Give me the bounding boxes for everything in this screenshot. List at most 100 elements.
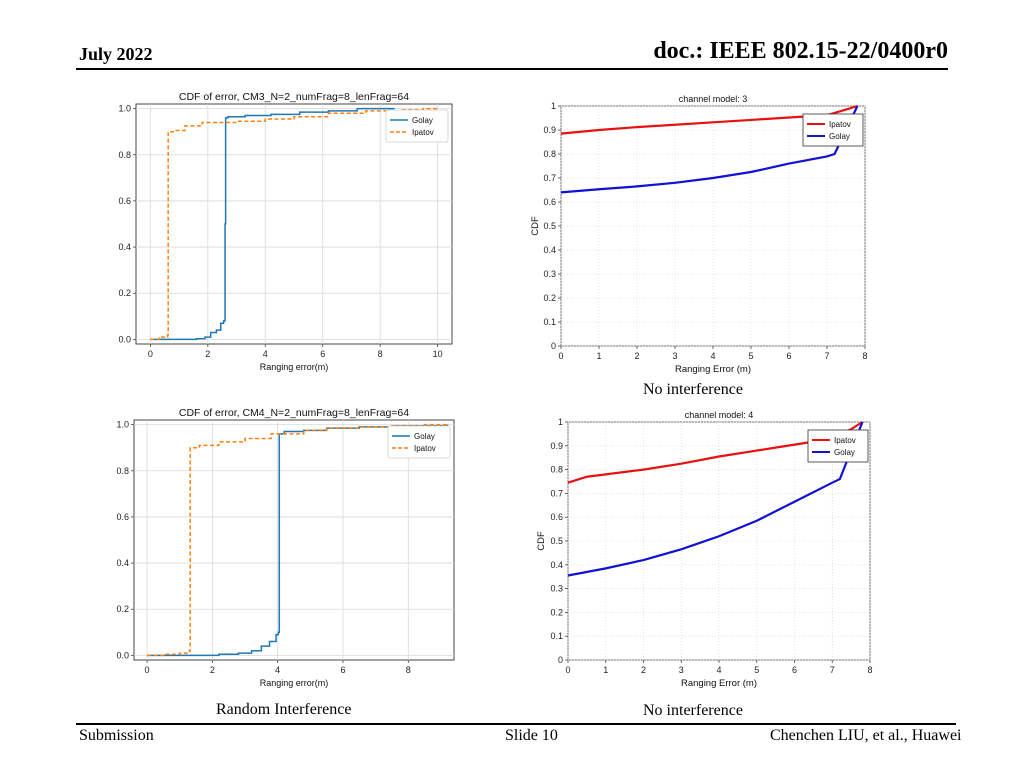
footer-rule bbox=[76, 723, 956, 725]
y-tick-label: 0.8 bbox=[116, 466, 129, 476]
x-tick-label: 1 bbox=[603, 665, 608, 675]
y-tick-label: 0.4 bbox=[550, 560, 563, 570]
y-tick-label: 0.6 bbox=[543, 197, 556, 207]
y-tick-label: 0.7 bbox=[543, 173, 556, 183]
chart-title: channel model: 4 bbox=[685, 410, 754, 420]
y-axis-label: CDF bbox=[536, 531, 547, 551]
caption-top-right: No interference bbox=[643, 381, 743, 398]
series-line-ipatov bbox=[560, 104, 858, 135]
x-tick-label: 2 bbox=[634, 351, 639, 361]
x-tick-label: 0 bbox=[148, 349, 153, 359]
x-tick-label: 7 bbox=[830, 665, 835, 675]
x-tick-label: 6 bbox=[340, 665, 345, 675]
chart-title: channel model: 3 bbox=[679, 94, 748, 104]
x-tick-label: 8 bbox=[378, 349, 383, 359]
y-tick-label: 1 bbox=[558, 417, 563, 427]
x-tick-label: 6 bbox=[786, 351, 791, 361]
y-tick-label: 1.0 bbox=[116, 420, 129, 430]
x-tick-label: 10 bbox=[433, 349, 443, 359]
series-line-golay bbox=[150, 107, 395, 341]
y-tick-label: 0.8 bbox=[118, 150, 131, 160]
legend-label: Golay bbox=[829, 132, 850, 141]
y-axis-label: CDF bbox=[530, 216, 541, 236]
x-tick-label: 6 bbox=[320, 349, 325, 359]
header-date: July 2022 bbox=[79, 44, 153, 64]
y-tick-label: 0 bbox=[551, 341, 556, 351]
x-tick-label: 2 bbox=[205, 349, 210, 359]
y-tick-label: 0.3 bbox=[550, 584, 563, 594]
y-tick-label: 0.8 bbox=[550, 465, 563, 475]
x-tick-label: 2 bbox=[641, 665, 646, 675]
caption-bottom-left: Random Interference bbox=[216, 701, 352, 718]
plot-area bbox=[133, 419, 455, 661]
y-tick-label: 0.9 bbox=[543, 125, 556, 135]
y-tick-label: 1.0 bbox=[118, 104, 131, 114]
chart-svg: 0 1 2 3 4 5 6 7 8 0 0.1 0.2 0.3 0.4 0.5 0.6 0.7 0.8 0.9 1 ch… bbox=[536, 410, 873, 689]
header-doc-number: doc.: IEEE 802.15-22/0400r0 bbox=[653, 38, 948, 64]
x-tick-label: 4 bbox=[716, 665, 721, 675]
y-tick-label: 0.5 bbox=[543, 221, 556, 231]
y-tick-label: 0.9 bbox=[550, 441, 563, 451]
legend-box bbox=[802, 113, 864, 147]
legend-box bbox=[385, 109, 449, 143]
chart-cm4-python: 0 2 4 6 8 0.0 0.2 0.4 0.6 0.8 1.0 CDF of error, CM4… bbox=[98, 400, 460, 692]
x-tick-label: 3 bbox=[679, 665, 684, 675]
y-tick-label: 0.2 bbox=[116, 604, 129, 614]
footer-submission: Submission bbox=[79, 727, 154, 744]
y-tick-label: 0.1 bbox=[550, 631, 563, 641]
x-tick-label: 5 bbox=[754, 665, 759, 675]
x-tick-label: 4 bbox=[263, 349, 268, 359]
x-tick-label: 7 bbox=[824, 351, 829, 361]
x-tick-label: 8 bbox=[867, 665, 872, 675]
legend-label: Golay bbox=[414, 432, 435, 441]
y-tick-label: 0.6 bbox=[118, 196, 131, 206]
series-line-ipatov bbox=[147, 423, 448, 657]
y-tick-label: 0.0 bbox=[116, 650, 129, 660]
chart-cm3-matlab: 0 1 2 3 4 5 6 7 8 0 0.1 0.2 0.3 0.4 0.5 0.6 0.7 0.8 0.9 1 ch… bbox=[526, 88, 872, 378]
legend-label: Ipatov bbox=[412, 128, 434, 137]
chart-svg: 0 2 4 6 8 10 0.0 0.2 0.4 0.6 0.8 1.0 CDF of error, C… bbox=[118, 91, 453, 372]
y-tick-label: 0.2 bbox=[550, 607, 563, 617]
y-tick-label: 0.0 bbox=[118, 334, 131, 344]
x-axis-label: Ranging error(m) bbox=[260, 678, 329, 688]
chart-title: CDF of error, CM3_N=2_numFrag=8_lenFrag=… bbox=[179, 91, 409, 103]
legend-label: Golay bbox=[412, 116, 433, 125]
chart-title: CDF of error, CM4_N=2_numFrag=8_lenFrag=… bbox=[179, 407, 409, 419]
x-tick-label: 1 bbox=[596, 351, 601, 361]
caption-bottom-right: No interference bbox=[643, 702, 743, 719]
y-tick-label: 0.3 bbox=[543, 269, 556, 279]
x-tick-label: 0 bbox=[145, 665, 150, 675]
x-axis-label: Ranging error(m) bbox=[260, 362, 329, 372]
x-tick-label: 4 bbox=[275, 665, 280, 675]
y-tick-label: 0 bbox=[558, 655, 563, 665]
series-line-ipatov bbox=[150, 107, 438, 341]
x-axis-label: Ranging Error (m) bbox=[681, 678, 757, 689]
x-tick-label: 0 bbox=[558, 351, 563, 361]
legend-label: Ipatov bbox=[834, 436, 856, 445]
x-tick-label: 5 bbox=[748, 351, 753, 361]
series-line-golay bbox=[567, 421, 864, 577]
y-tick-label: 0.4 bbox=[118, 242, 131, 252]
legend-label: Golay bbox=[834, 448, 855, 457]
y-tick-label: 0.6 bbox=[550, 512, 563, 522]
x-tick-label: 4 bbox=[710, 351, 715, 361]
x-tick-label: 8 bbox=[862, 351, 867, 361]
x-tick-label: 0 bbox=[565, 665, 570, 675]
y-tick-label: 0.2 bbox=[118, 288, 131, 298]
chart-svg: 0 2 4 6 8 0.0 0.2 0.4 0.6 0.8 1.0 CDF of error, CM4… bbox=[116, 407, 455, 688]
x-tick-label: 3 bbox=[672, 351, 677, 361]
legend-label: Ipatov bbox=[829, 120, 851, 129]
footer-slide-number: Slide 10 bbox=[505, 727, 558, 744]
footer-authors: Chenchen LIU, et al., Huawei bbox=[770, 727, 962, 744]
header-rule bbox=[76, 68, 948, 70]
legend-box bbox=[807, 429, 869, 463]
y-tick-label: 0.4 bbox=[116, 558, 129, 568]
x-tick-label: 6 bbox=[792, 665, 797, 675]
y-tick-label: 0.4 bbox=[543, 245, 556, 255]
x-tick-label: 2 bbox=[210, 665, 215, 675]
x-axis-label: Ranging Error (m) bbox=[675, 364, 751, 375]
chart-cm4-matlab: 0 1 2 3 4 5 6 7 8 0 0.1 0.2 0.3 0.4 0.5 0.6 0.7 0.8 0.9 1 ch… bbox=[532, 406, 878, 694]
legend-box bbox=[387, 425, 451, 459]
y-tick-label: 0.8 bbox=[543, 149, 556, 159]
y-tick-label: 1 bbox=[551, 101, 556, 111]
